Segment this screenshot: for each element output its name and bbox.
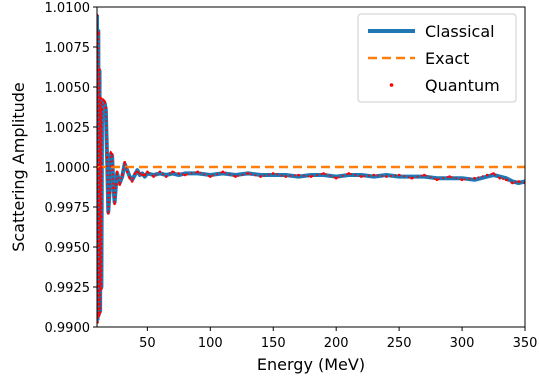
quantum-point — [372, 173, 376, 177]
y-tick-label: 0.9975 — [45, 201, 91, 216]
quantum-point — [171, 170, 174, 174]
quantum-point — [125, 170, 129, 174]
quantum-point — [103, 100, 106, 103]
quantum-point — [517, 180, 520, 183]
quantum-point — [397, 173, 401, 177]
quantum-point — [105, 156, 109, 159]
quantum-point — [334, 176, 338, 180]
y-tick-label: 1.0050 — [45, 81, 91, 96]
quantum-point — [133, 172, 137, 175]
quantum-point — [297, 173, 300, 177]
legend-box — [357, 13, 517, 103]
quantum-point — [98, 68, 101, 71]
quantum-point — [485, 173, 489, 177]
y-tick-label: 1.0000 — [45, 161, 91, 176]
quantum-point — [112, 186, 115, 190]
quantum-point — [141, 173, 144, 177]
quantum-point — [123, 160, 126, 164]
quantum-point — [110, 152, 114, 156]
x-tick-label: 50 — [139, 336, 156, 351]
quantum-point — [448, 175, 451, 178]
quantum-point — [473, 176, 476, 180]
quantum-point — [221, 170, 225, 174]
quantum-point — [511, 181, 514, 185]
y-axis-label: Scattering Amplitude — [9, 82, 28, 252]
quantum-point — [138, 172, 142, 175]
y-tick-label: 1.0075 — [45, 41, 91, 56]
x-axis-label: Energy (MeV) — [257, 355, 365, 374]
y-tick-label: 0.9950 — [45, 241, 91, 256]
quantum-point — [128, 176, 131, 180]
quantum-point — [322, 172, 325, 175]
quantum-point — [410, 176, 414, 180]
plot-marks — [97, 13, 525, 324]
x-tick-label: 300 — [450, 336, 475, 351]
quantum-point — [104, 106, 108, 110]
quantum-point — [107, 212, 110, 215]
quantum-point — [118, 183, 121, 186]
quantum-point — [196, 170, 199, 174]
quantum-point — [259, 175, 262, 178]
y-tick-label: 1.0100 — [45, 1, 91, 16]
x-tick-label: 350 — [513, 336, 538, 351]
quantum-point — [97, 31, 100, 34]
quantum-point — [492, 172, 495, 175]
quantum-point — [385, 175, 388, 178]
quantum-point — [360, 175, 363, 178]
quantum-point — [99, 96, 103, 100]
legend-label-exact: Exact — [425, 49, 469, 68]
quantum-point — [309, 175, 313, 178]
quantum-point — [100, 108, 104, 111]
quantum-point — [98, 311, 102, 314]
quantum-point — [97, 314, 101, 318]
quantum-point — [177, 172, 181, 175]
y-tick-label: 0.9900 — [45, 321, 91, 336]
quantum-point — [114, 183, 118, 186]
legend-label-classical: Classical — [425, 22, 495, 41]
legend-label-quantum: Quantum — [425, 76, 500, 95]
quantum-point — [113, 202, 116, 206]
quantum-point — [152, 175, 155, 178]
quantum-point — [504, 178, 508, 182]
quantum-point — [423, 173, 426, 177]
y-tick-label: 0.9925 — [45, 281, 91, 296]
quantum-point — [271, 172, 275, 175]
quantum-point — [284, 175, 288, 178]
quantum-point — [183, 173, 187, 177]
x-tick-label: 150 — [261, 336, 286, 351]
y-tick-label: 1.0025 — [45, 121, 91, 136]
x-tick-label: 200 — [324, 336, 349, 351]
quantum-point — [246, 172, 250, 175]
x-tick-label: 250 — [387, 336, 412, 351]
quantum-point — [435, 178, 439, 182]
quantum-point — [130, 180, 134, 183]
quantum-point — [108, 191, 111, 194]
quantum-point — [136, 170, 139, 174]
x-tick-label: 100 — [198, 336, 223, 351]
quantum-point — [209, 175, 212, 178]
quantum-point — [120, 173, 124, 177]
quantum-point — [100, 287, 103, 290]
quantum-point — [158, 170, 162, 174]
axis-ticks: 50 100 150 200 250 300 350 0.9900 0.9925 0.9950 0.… — [45, 1, 538, 351]
quantum-point — [234, 175, 237, 178]
quantum-point — [146, 170, 149, 174]
legend-quantum-swatch — [389, 83, 394, 87]
quantum-point — [143, 173, 147, 177]
quantum-point — [115, 170, 119, 174]
quantum-point — [460, 178, 464, 182]
quantum-point — [347, 172, 351, 175]
quantum-point — [498, 176, 502, 180]
legend: Classical Exact Quantum — [357, 13, 517, 103]
quantum-point — [164, 175, 168, 178]
